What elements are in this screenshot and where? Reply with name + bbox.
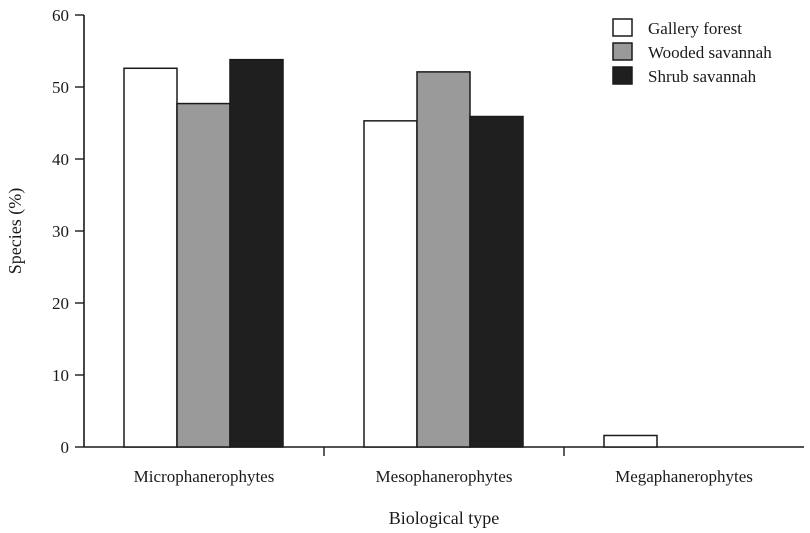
- category-labels: Microphanerophytes Mesophanerophytes Megap…: [134, 467, 753, 486]
- y-tick-label: 30: [52, 222, 69, 241]
- y-tick-label: 20: [52, 294, 69, 313]
- legend-label: Gallery forest: [648, 19, 742, 38]
- category-label: Megaphanerophytes: [615, 467, 753, 486]
- legend-swatch: [612, 18, 633, 37]
- x-ticks: [323, 447, 565, 456]
- y-tick-label: 0: [61, 438, 70, 457]
- bar-gallery-forest-microphanerophytes: [123, 67, 178, 448]
- y-tick-label: 10: [52, 366, 69, 385]
- legend-label: Shrub savannah: [648, 67, 757, 86]
- legend-swatch: [612, 42, 633, 61]
- y-tick-label: 50: [52, 78, 69, 97]
- y-axis-title: Species (%): [5, 188, 26, 274]
- bar-shrub-savannah-microphanerophytes: [229, 58, 284, 448]
- legend-label: Wooded savannah: [648, 43, 772, 62]
- category-label: Mesophanerophytes: [376, 467, 513, 486]
- x-axis-title: Biological type: [389, 508, 499, 528]
- legend-swatch: [612, 66, 633, 85]
- bar-gallery-forest-megaphanerophytes: [603, 434, 658, 448]
- bar-shrub-savannah-mesophanerophytes: [469, 115, 524, 448]
- bar-wooded-savannah-mesophanerophytes: [416, 71, 471, 448]
- bars: [123, 58, 658, 448]
- y-tick-label: 60: [52, 6, 69, 25]
- category-label: Microphanerophytes: [134, 467, 275, 486]
- bar-gallery-forest-mesophanerophytes: [363, 120, 418, 448]
- y-tick-label: 40: [52, 150, 69, 169]
- y-ticks: 0 10 20 30 40 50 60: [52, 6, 84, 457]
- legend: Gallery forest Wooded savannah Shrub savan…: [612, 18, 772, 86]
- bar-wooded-savannah-microphanerophytes: [176, 102, 231, 448]
